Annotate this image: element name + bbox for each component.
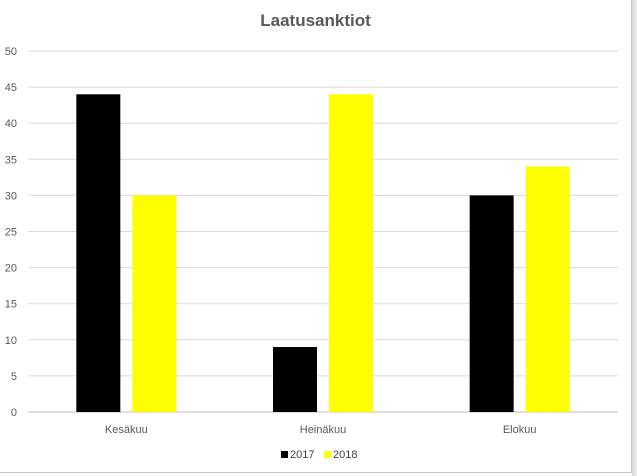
x-category-label: Heinäkuu <box>300 424 346 436</box>
y-tick-label: 15 <box>5 299 17 311</box>
bar-2018-3 <box>525 166 570 412</box>
bar-2018-2 <box>329 94 373 412</box>
y-tick-label: 20 <box>5 263 17 275</box>
legend-swatch-2018 <box>324 451 331 458</box>
bar-2018-1 <box>132 195 177 412</box>
y-tick-label: 40 <box>5 118 17 130</box>
bar-2017-2 <box>273 347 317 412</box>
legend-label: 2017 <box>290 449 314 461</box>
legend-label: 2018 <box>333 449 357 461</box>
y-tick-label: 10 <box>5 335 17 347</box>
bar-2017-3 <box>469 195 514 412</box>
y-tick-label: 0 <box>11 407 17 419</box>
y-tick-label: 30 <box>5 190 17 202</box>
x-category-label: Elokuu <box>503 424 537 436</box>
window-edge <box>632 0 637 476</box>
legend-swatch-2017 <box>281 451 288 458</box>
y-tick-label: 35 <box>5 154 17 166</box>
x-category-label: Kesäkuu <box>105 424 148 436</box>
chart-title: Laatusanktiot <box>260 11 371 30</box>
y-tick-label: 45 <box>5 82 17 94</box>
y-tick-label: 50 <box>5 46 17 58</box>
y-tick-label: 5 <box>11 371 17 383</box>
bar-2017-1 <box>76 94 121 412</box>
y-tick-label: 25 <box>5 227 17 239</box>
